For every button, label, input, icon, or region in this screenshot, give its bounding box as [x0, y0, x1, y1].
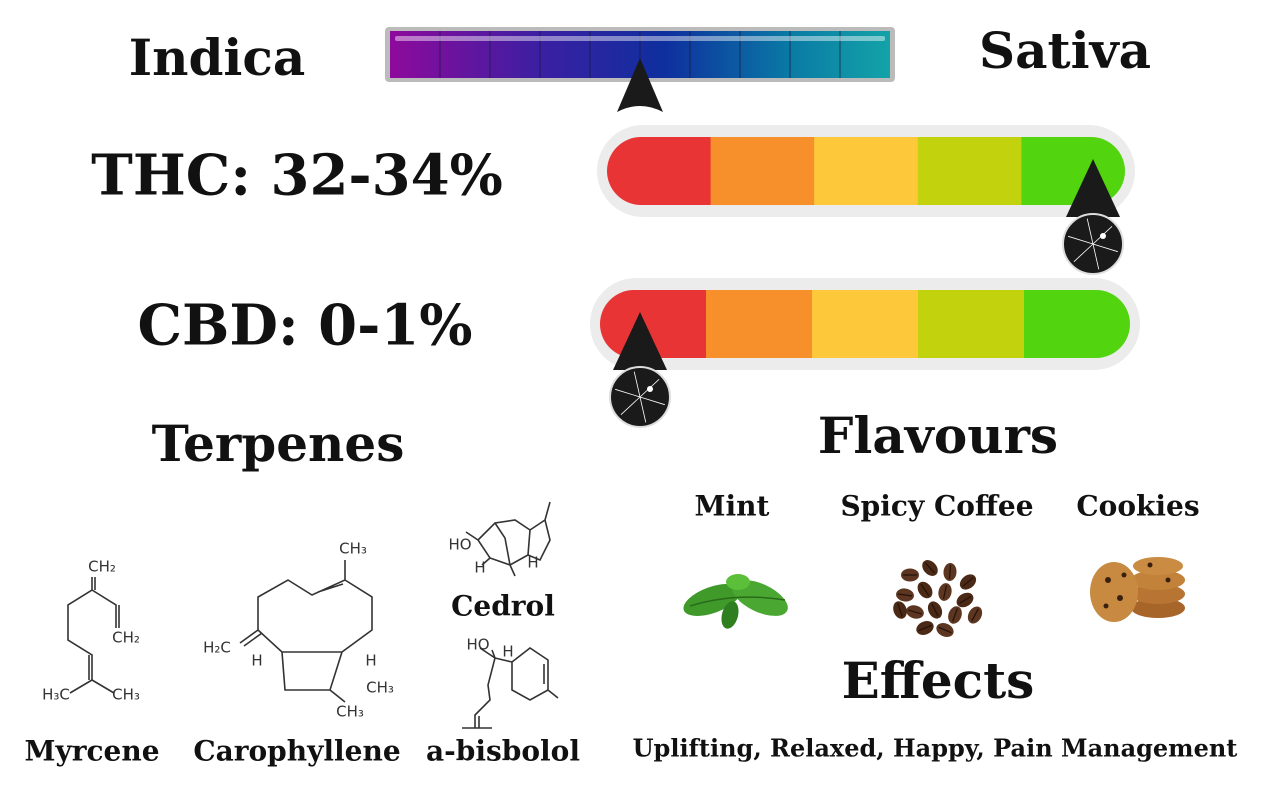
bean-crease: [948, 564, 952, 580]
indica-label: Indica: [129, 28, 306, 87]
dial-line: [1092, 243, 1118, 253]
dial-line: [1086, 218, 1094, 245]
atom: HO: [448, 536, 471, 554]
bean-crease: [938, 626, 952, 634]
myrcene-structure: CH₂ CH₂ H₃C CH₃: [42, 558, 140, 704]
meter-segment: [812, 290, 919, 358]
terpene-name: Carophyllene: [193, 735, 400, 768]
atom: H₂C: [203, 639, 231, 657]
dial-line: [620, 396, 641, 415]
effects-title: Effects: [842, 651, 1035, 710]
dial-dot: [647, 386, 653, 392]
dial-line: [1092, 243, 1100, 270]
terpene-name: Myrcene: [24, 735, 159, 768]
effects-text: Uplifting, Relaxed, Happy, Pain Manageme…: [633, 734, 1238, 763]
flavours-title: Flavours: [818, 406, 1058, 465]
terpene-name: Cedrol: [451, 590, 555, 623]
terpene-name: a-bisbolol: [426, 735, 580, 768]
meter-segment: [918, 290, 1025, 358]
bean-crease: [897, 603, 903, 617]
atom: H: [502, 643, 513, 661]
bean-crease: [920, 583, 930, 597]
bean-crease: [908, 609, 922, 615]
bean-crease: [897, 593, 913, 597]
spectrum-shine: [395, 36, 885, 41]
thc-label: THC: 32-34%: [91, 143, 503, 209]
spectrum-pointer: [617, 58, 663, 112]
bean-crease: [931, 603, 939, 617]
atom: H: [474, 559, 485, 577]
dial-line: [639, 396, 647, 423]
meter-segment: [814, 137, 919, 205]
atom: CH₃: [366, 679, 394, 697]
atom: CH₂: [88, 558, 116, 576]
dial-line: [615, 388, 641, 398]
dial-line: [1073, 243, 1094, 262]
atom: CH₃: [112, 686, 140, 704]
bisabolol-structure: HO H: [462, 636, 559, 729]
meter-segment: [917, 137, 1023, 205]
atom: H: [527, 554, 538, 572]
atom: HO: [466, 636, 489, 654]
flavour-name: Mint: [695, 490, 770, 523]
coffee-image: [893, 560, 983, 637]
dial-line: [639, 396, 665, 406]
cookies-image: [1090, 557, 1185, 622]
carophyllene-structure: CH₃ H₂C H H CH₃ CH₃: [203, 540, 394, 721]
flavour-name: Cookies: [1076, 490, 1199, 523]
bean-crease: [962, 577, 974, 587]
mint-image: [683, 574, 788, 629]
bean-crease: [924, 562, 936, 574]
atom: CH₃: [339, 540, 367, 558]
dial-dot: [1100, 233, 1106, 239]
atom: CH₃: [336, 703, 364, 721]
dial-line: [1068, 235, 1094, 245]
meter-segment: [1024, 290, 1130, 358]
cedrol-structure: HO H H: [448, 501, 551, 577]
terpenes-title: Terpenes: [152, 414, 405, 473]
sativa-label: Sativa: [979, 21, 1151, 80]
atom: H: [251, 652, 262, 670]
flavour-name: Spicy Coffee: [840, 490, 1033, 523]
cbd-meter: [590, 278, 1140, 428]
atom: H: [365, 652, 376, 670]
spectrum-dividers: [439, 31, 841, 78]
meter-pointer: [1066, 159, 1120, 217]
dial-line: [633, 371, 641, 398]
meter-segment: [1021, 137, 1125, 205]
meter-segment: [710, 137, 816, 205]
meter-segment: [607, 137, 712, 205]
atom: H₃C: [42, 686, 70, 704]
thc-meter: [597, 125, 1135, 275]
bean-crease: [971, 608, 979, 622]
meter-segment: [706, 290, 813, 358]
bean-crease: [918, 624, 932, 632]
bean-crease: [952, 608, 958, 622]
bean-crease: [958, 595, 972, 605]
bean-crease: [942, 585, 948, 599]
atom: CH₂: [112, 629, 140, 647]
cbd-label: CBD: 0-1%: [137, 293, 472, 359]
meter-pointer: [613, 312, 667, 370]
